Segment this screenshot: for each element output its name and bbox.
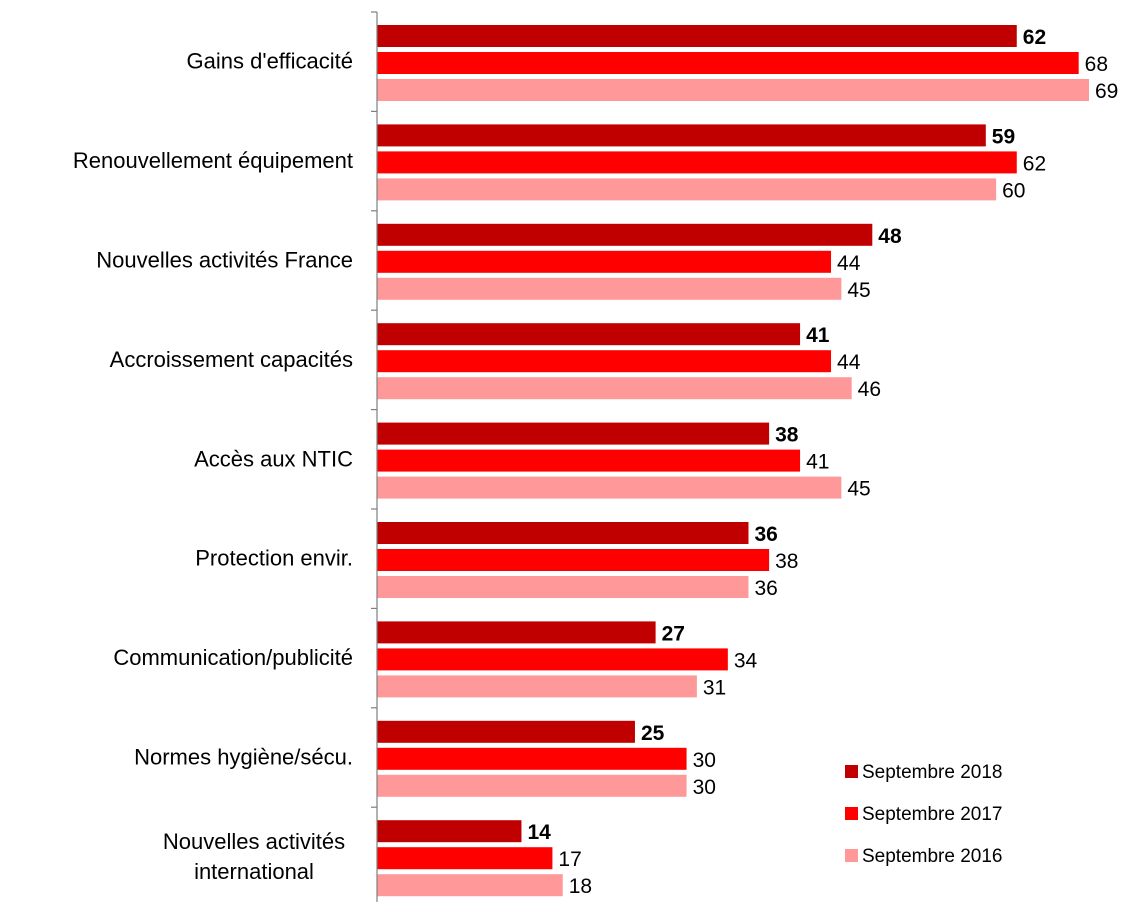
category-label: Accroissement capacités	[110, 347, 353, 372]
bar	[377, 250, 832, 273]
data-label: 60	[1002, 179, 1025, 202]
data-label: 44	[837, 351, 861, 374]
bar	[377, 476, 842, 499]
legend-swatch	[845, 807, 858, 820]
bar	[377, 377, 852, 400]
bar	[377, 874, 563, 897]
category-label: Accès aux NTIC	[194, 446, 353, 471]
data-label: 69	[1095, 80, 1118, 103]
category-label: Gains d'efficacité	[187, 49, 353, 74]
bar	[377, 79, 1089, 101]
bar	[377, 774, 687, 797]
category-label: Nouvelles activités international	[163, 829, 345, 884]
data-label: 18	[569, 875, 592, 898]
bar	[377, 178, 997, 201]
data-label: 44	[837, 252, 861, 275]
data-label: 34	[734, 649, 758, 672]
bar	[377, 675, 697, 698]
data-label: 68	[1085, 53, 1108, 76]
data-label: 46	[858, 378, 881, 401]
bar	[377, 449, 801, 472]
bar	[377, 277, 842, 300]
bar	[377, 747, 687, 770]
category-label: Communication/publicité	[113, 645, 353, 670]
category-label: Renouvellement équipement	[73, 148, 353, 173]
bars-group	[377, 25, 1089, 897]
data-label: 30	[693, 749, 716, 772]
data-label: 14	[527, 821, 551, 844]
category-axis	[371, 11, 378, 902]
data-label: 45	[847, 478, 870, 501]
category-labels: Gains d'efficacité Renouvellement équipem…	[73, 49, 353, 884]
bar	[377, 223, 873, 246]
data-label: 25	[641, 722, 665, 745]
legend: Septembre 2018 Septembre 2017 Septembre 20…	[845, 762, 1003, 867]
data-label: 62	[1023, 26, 1046, 49]
legend-label: Septembre 2018	[862, 762, 1003, 783]
data-label: 45	[847, 279, 870, 302]
bar	[377, 151, 1017, 174]
bar	[377, 422, 770, 445]
legend-label: Septembre 2017	[862, 804, 1003, 825]
legend-label: Septembre 2016	[862, 846, 1003, 867]
bar	[377, 25, 1017, 47]
bar	[377, 124, 986, 147]
legend-swatch	[845, 765, 858, 778]
data-label: 59	[992, 125, 1015, 148]
legend-swatch	[845, 849, 858, 862]
bar	[377, 720, 635, 743]
bar	[377, 52, 1079, 74]
data-label: 36	[754, 577, 777, 600]
data-label: 36	[754, 523, 777, 546]
category-label: Normes hygiène/sécu.	[134, 745, 353, 770]
data-label: 31	[703, 676, 726, 699]
bar	[377, 323, 801, 346]
data-label: 30	[693, 776, 716, 799]
data-label: 41	[806, 324, 830, 347]
bar	[377, 621, 656, 644]
bar	[377, 648, 728, 671]
category-label: Nouvelles activités France	[96, 248, 353, 273]
data-label: 48	[878, 225, 902, 248]
bar	[377, 820, 522, 843]
bar	[377, 350, 832, 373]
data-label: 17	[558, 848, 581, 871]
category-label: Protection envir.	[195, 546, 353, 571]
bar	[377, 549, 770, 571]
data-label: 38	[775, 550, 798, 573]
data-label: 41	[806, 451, 829, 474]
data-label: 27	[662, 622, 685, 645]
bar	[377, 847, 553, 870]
value-labels: 62 68 69 59 62 60 48 44 45 41 44 46 38 41 45 36 38 36 27 34…	[527, 26, 1118, 898]
data-label: 62	[1023, 152, 1046, 175]
bar	[377, 522, 749, 544]
data-label: 38	[775, 424, 799, 447]
bar	[377, 576, 749, 598]
